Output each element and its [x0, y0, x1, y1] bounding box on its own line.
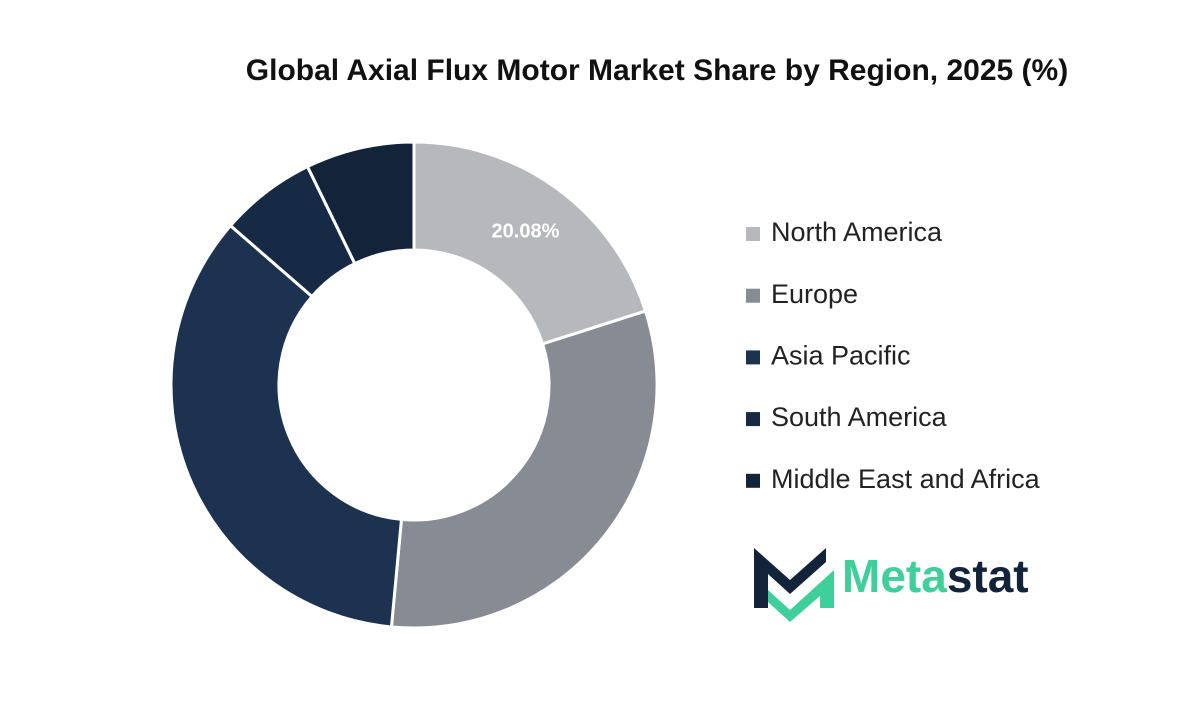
- logo-text-part: Meta: [842, 550, 947, 602]
- logo-icon: [754, 548, 826, 608]
- data-label: 20.08%: [492, 221, 560, 243]
- legend-swatch: [746, 350, 760, 365]
- logo-text: Metastat: [842, 550, 1029, 602]
- slice: [305, 140, 416, 266]
- legend-label: Middle East and Africa: [771, 464, 1041, 494]
- slice: [412, 140, 648, 346]
- slice: [169, 223, 404, 629]
- logo-icon: [768, 570, 834, 622]
- chart-title: Global Axial Flux Motor Market Share by …: [246, 54, 1068, 87]
- legend-swatch: [746, 227, 760, 241]
- legend-swatch: [746, 412, 760, 427]
- legend-swatch: [746, 473, 760, 488]
- legend-label: Europe: [771, 279, 858, 309]
- legend-label: North America: [771, 217, 943, 247]
- legend-label: South America: [771, 402, 948, 432]
- logo-text-part: stat: [947, 550, 1029, 602]
- legend-swatch: [746, 288, 760, 303]
- legend-label: Asia Pacific: [771, 341, 911, 371]
- slice: [389, 309, 659, 630]
- logo: Metastat: [754, 548, 1029, 622]
